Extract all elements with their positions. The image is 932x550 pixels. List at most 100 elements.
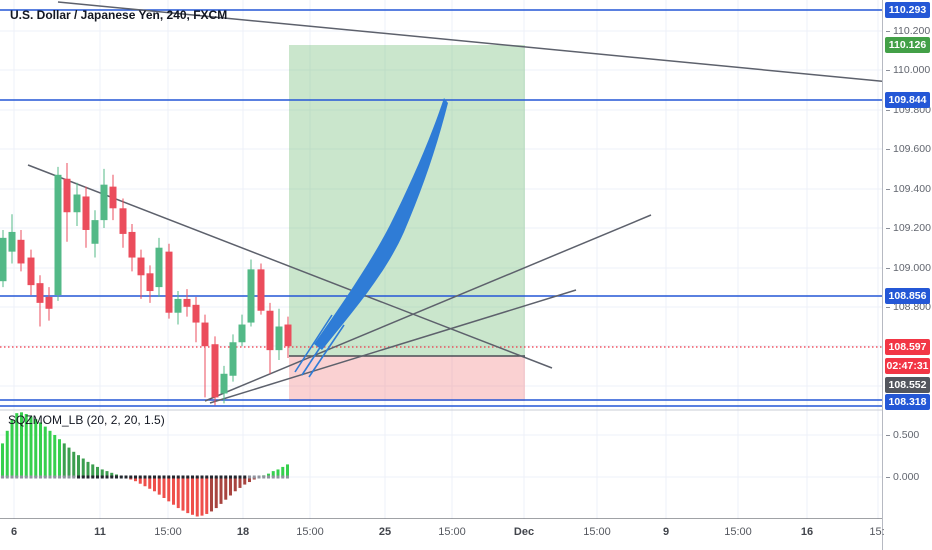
projection-arrow-streak [294,314,333,373]
squeeze-dot [181,475,185,479]
squeeze-dot [119,475,123,479]
momentum-bar [186,477,190,514]
candle-body [211,344,219,398]
candle-body [220,373,228,394]
squeeze-dot [286,475,289,479]
momentum-bar [110,472,114,477]
momentum-bar [281,466,285,477]
squeeze-dot [271,475,275,479]
price-axis-label-text: 109.000 [893,262,931,274]
axis-tick [886,69,890,71]
squeeze-dot [162,475,166,479]
squeeze-dot [191,475,194,479]
level-badge[interactable]: 109.844 [885,92,930,108]
indicator-title: SQZMOM_LB (20, 2, 20, 1.5) [8,413,165,427]
squeeze-dot [105,475,109,479]
long-position-loss-zone[interactable] [289,356,525,401]
squeeze-dot [214,475,218,479]
squeeze-dot [224,475,228,479]
momentum-bar [67,447,71,477]
level-badge[interactable]: 110.293 [885,2,930,18]
chart-title: U.S. Dollar / Japanese Yen, 240, FXCM [10,8,228,22]
axis-tick [886,227,890,229]
momentum-bar [167,477,171,502]
entry-price-badge[interactable]: 108.552 [885,377,930,393]
momentum-bar [100,469,104,477]
time-axis-label: 18 [236,526,250,538]
time-axis-label: 16 [800,526,814,538]
price-axis-label-text: 109.400 [893,183,931,195]
price-axis-label: 0.000 [886,471,919,483]
projection-arrow-streak [308,324,345,378]
squeeze-dot [39,475,42,479]
candle-body [201,322,209,347]
price-axis-label-text: 0.000 [893,471,920,483]
squeeze-dot [115,475,118,479]
time-axis[interactable]: 6 11 15:00 18 15:00 25 15:00 Dec 15:00 9 15:00 16 15… [0,519,885,550]
price-axis-label: 109.000 [886,262,931,274]
momentum-bar [233,477,237,492]
countdown-badge[interactable]: 02:47:31 [885,358,930,374]
momentum-bar [271,471,275,477]
level-badge[interactable]: 108.318 [885,394,930,410]
squeeze-dot [281,475,285,479]
candle-body [82,196,90,230]
price-axis-label-text: 110.000 [893,64,931,76]
momentum-bar [43,426,47,477]
candle-body [17,239,25,264]
squeeze-dot [229,475,232,479]
momentum-bar [62,443,66,477]
candle-body [0,237,7,282]
momentum-bar [1,443,4,477]
squeeze-dot [91,475,95,479]
target-badge[interactable]: 110.126 [885,37,930,53]
squeeze-dot [248,475,251,479]
axis-tick [886,267,890,269]
trend-line[interactable] [209,289,577,404]
squeeze-dot [210,475,213,479]
squeeze-dot [86,475,90,479]
price-axis-label: 110.000 [886,64,930,76]
candle-body [63,178,71,213]
momentum-bar [238,477,242,488]
price-axis-label-text: 108.800 [893,301,931,313]
price-axis-label-text: 0.500 [893,429,920,441]
squeeze-dot [10,475,14,479]
candle-body [100,184,108,221]
candle-body [174,298,182,313]
current-price-badge[interactable]: 108.597 [885,339,930,355]
squeeze-dot [262,475,266,479]
momentum-bar [86,461,90,477]
momentum-bar [20,412,23,477]
time-axis-label: 11 [94,526,106,538]
momentum-bar [81,458,85,477]
trend-line[interactable] [204,214,652,402]
squeeze-dot [200,475,204,479]
squeeze-dot [267,475,270,479]
candle-body [192,304,200,323]
squeeze-dot [252,475,256,479]
trend-line[interactable] [57,1,891,83]
squeeze-dot [148,475,152,479]
time-axis-label: 25 [378,526,392,538]
price-axis-label: 0.500 [886,429,919,441]
squeeze-dot [100,475,104,479]
squeeze-dot [195,475,199,479]
momentum-bar [91,464,95,477]
momentum-bar [39,422,42,477]
squeeze-dot [176,475,180,479]
squeeze-dot [143,475,147,479]
squeeze-dot [110,475,114,479]
momentum-bar [210,477,213,512]
price-axis[interactable]: 110.200 110.000 109.800 109.600 109.400 109.2… [882,0,932,550]
momentum-bar [72,451,76,477]
level-badge[interactable]: 108.856 [885,288,930,304]
price-axis-label: 109.600 [886,143,931,155]
squeeze-dot [34,475,38,479]
squeeze-dot [96,475,99,479]
axis-tick [886,476,890,478]
squeeze-dot [81,475,85,479]
candle-body [36,283,44,303]
squeeze-dot [20,475,23,479]
